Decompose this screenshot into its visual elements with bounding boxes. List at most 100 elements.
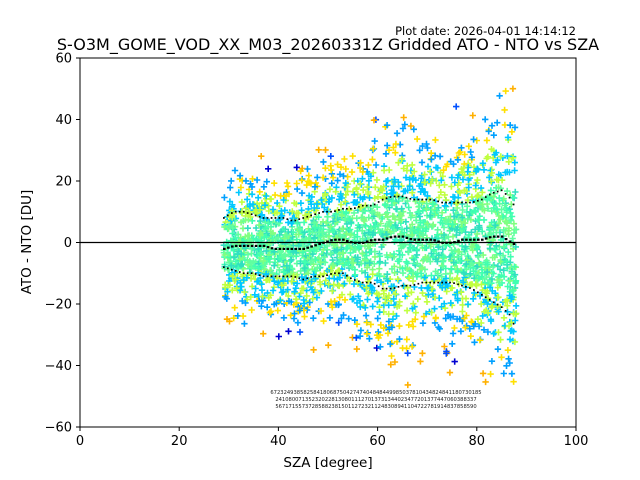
series-point-mean xyxy=(274,247,278,250)
scatter-point xyxy=(417,180,424,188)
scatter-point xyxy=(271,248,278,255)
scatter-point xyxy=(340,311,347,319)
scatter-point xyxy=(256,232,264,239)
scatter-point xyxy=(262,219,269,226)
scatter-point xyxy=(232,234,239,242)
scatter-point xyxy=(311,183,319,190)
series-point-mean-std xyxy=(496,303,499,306)
scatter-point xyxy=(418,284,425,292)
series-point-mean-std xyxy=(469,287,471,289)
series-point-mean-std xyxy=(441,201,443,204)
series-point-mean xyxy=(270,247,274,250)
scatter-point xyxy=(350,209,358,217)
scatter-point xyxy=(496,194,503,202)
scatter-point xyxy=(399,265,406,272)
scatter-point xyxy=(465,234,472,241)
scatter-point xyxy=(238,198,246,206)
scatter-point xyxy=(505,322,513,330)
scatter-point xyxy=(237,261,245,268)
scatter-point xyxy=(495,294,502,301)
scatter-point xyxy=(483,137,491,144)
series-point-mean-std xyxy=(437,200,439,203)
scatter-point xyxy=(419,350,426,357)
scatter-point xyxy=(339,226,346,233)
series-point-mean-std xyxy=(477,199,479,202)
series-point-mean-std xyxy=(385,287,388,290)
series-point-mean-std xyxy=(465,201,467,204)
scatter-point xyxy=(476,337,484,344)
scatter-point xyxy=(443,280,451,287)
series-point-mean xyxy=(512,242,516,246)
scatter-point xyxy=(333,246,341,254)
series-point-mean xyxy=(461,238,464,241)
series-point-mean-std xyxy=(266,217,269,219)
series-point-mean-std xyxy=(473,201,475,203)
scatter-point xyxy=(298,189,306,197)
scatter-point xyxy=(373,332,381,339)
scatter-point xyxy=(391,178,399,186)
scatter-point xyxy=(449,330,457,337)
scatter-point xyxy=(363,319,370,326)
series-point-mean-std xyxy=(274,217,277,219)
scatter-point xyxy=(409,189,416,196)
scatter-point xyxy=(415,208,422,215)
scatter-point xyxy=(365,290,372,297)
scatter-point xyxy=(255,265,262,272)
scatter-point xyxy=(266,309,273,316)
series-point-mean xyxy=(326,240,329,243)
scatter-point xyxy=(387,361,394,368)
scatter-point xyxy=(488,219,495,226)
series-point-mean xyxy=(262,244,266,247)
series-point-mean-std xyxy=(298,218,301,220)
series-point-mean xyxy=(417,238,421,241)
scatter-point xyxy=(427,168,434,175)
scatter-point xyxy=(512,188,519,196)
scatter-point xyxy=(278,207,285,215)
scatter-point xyxy=(407,122,415,130)
series-point-mean-std xyxy=(361,281,364,284)
scatter-point xyxy=(465,176,472,184)
scatter-point xyxy=(328,180,335,187)
scatter-point xyxy=(373,176,381,184)
scatter-point xyxy=(221,194,228,201)
scatter-point xyxy=(420,313,428,320)
scatter-point xyxy=(506,277,514,284)
scatter-point xyxy=(384,142,391,149)
scatter-point xyxy=(428,156,435,163)
scatter-point xyxy=(309,250,317,258)
scatter-point xyxy=(290,242,297,249)
scatter-point xyxy=(402,218,410,225)
scatter-point xyxy=(489,263,497,270)
scatter-point xyxy=(490,132,497,139)
scatter-point xyxy=(248,183,256,191)
scatter-point xyxy=(485,128,492,135)
scatter-point xyxy=(247,293,254,301)
scatter-point xyxy=(451,324,458,332)
series-point-mean-std xyxy=(381,287,384,290)
scatter-point xyxy=(494,156,501,164)
scatter-point xyxy=(413,217,420,224)
series-point-mean-std xyxy=(342,272,344,275)
scatter-point xyxy=(441,305,449,312)
series-point-mean-std xyxy=(373,203,376,206)
series-point-mean-std xyxy=(223,217,225,219)
scatter-point xyxy=(484,328,492,336)
scatter-point xyxy=(365,177,373,184)
scatter-point xyxy=(279,253,286,260)
series-point-mean-std xyxy=(433,199,435,201)
scatter-point xyxy=(443,288,450,295)
series-point-mean xyxy=(393,235,397,238)
scatter-point xyxy=(488,169,495,177)
scatter-point xyxy=(420,219,427,226)
series-point-mean xyxy=(298,247,301,250)
series-point-mean-std xyxy=(389,196,392,198)
scatter-point xyxy=(300,285,307,292)
scatter-point xyxy=(388,352,395,360)
scatter-point xyxy=(509,85,517,92)
scatter-point xyxy=(354,254,361,261)
scatter-point xyxy=(296,307,303,314)
scatter-point xyxy=(293,180,300,187)
scatter-point xyxy=(374,315,381,322)
scatter-point xyxy=(353,321,361,328)
scatter-point xyxy=(506,292,513,299)
